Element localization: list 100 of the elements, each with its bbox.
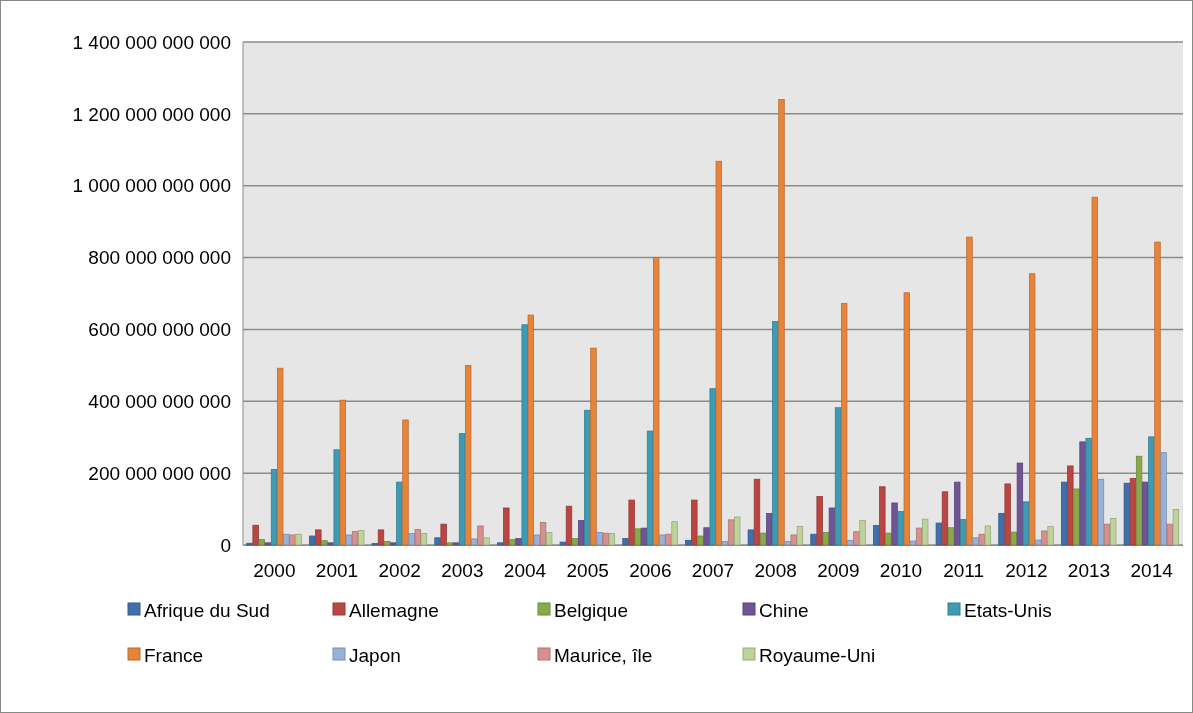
legend-label: Chine xyxy=(759,599,809,621)
bar xyxy=(465,364,472,546)
bar xyxy=(402,419,409,546)
bar xyxy=(578,520,585,546)
bar xyxy=(483,537,490,546)
bar xyxy=(834,407,842,546)
bar xyxy=(753,478,761,546)
bar xyxy=(327,542,334,546)
bar xyxy=(533,534,541,546)
bar xyxy=(634,528,641,546)
bar xyxy=(264,542,272,546)
bar xyxy=(527,314,534,546)
bar xyxy=(853,531,860,546)
legend-label: Etats-Unis xyxy=(964,599,1052,621)
x-tick-label: 2009 xyxy=(817,560,860,581)
bar xyxy=(972,537,979,546)
bar xyxy=(847,539,854,546)
bar xyxy=(1085,437,1092,546)
bar xyxy=(390,542,397,546)
bar xyxy=(521,324,528,546)
bar xyxy=(277,367,284,546)
bar xyxy=(1010,531,1017,546)
legend-label: Belgique xyxy=(554,599,628,621)
bar xyxy=(659,534,666,546)
bar xyxy=(565,505,573,546)
bar xyxy=(816,496,823,546)
bar xyxy=(721,541,729,546)
bar xyxy=(727,519,735,546)
bar xyxy=(321,540,328,546)
y-tick-label: 200 000 000 000 xyxy=(88,462,231,484)
bar xyxy=(458,433,466,546)
bar xyxy=(408,533,415,546)
bar xyxy=(885,532,892,546)
legend-label: Royaume-Uni xyxy=(759,644,876,666)
bar xyxy=(608,533,616,546)
bar xyxy=(697,535,704,546)
bar xyxy=(822,532,829,546)
bar xyxy=(715,160,722,546)
x-tick-label: 2003 xyxy=(441,560,484,581)
bar xyxy=(772,321,779,546)
bar xyxy=(790,534,797,546)
x-tick-label: 2000 xyxy=(253,560,296,581)
bar xyxy=(289,534,296,546)
bar xyxy=(1129,478,1137,546)
bar xyxy=(909,540,917,546)
bar xyxy=(515,538,522,546)
bar xyxy=(509,539,516,546)
bar xyxy=(295,533,302,546)
bar xyxy=(778,99,785,546)
bar xyxy=(333,449,340,546)
bar xyxy=(471,538,478,546)
bar xyxy=(559,541,567,546)
y-tick-label: 1 200 000 000 000 xyxy=(72,103,231,125)
bar xyxy=(653,257,660,546)
bar xyxy=(734,516,741,546)
legend-label: Japon xyxy=(349,644,401,666)
bar xyxy=(1041,530,1048,546)
bar xyxy=(978,533,985,546)
bar xyxy=(270,469,278,546)
bar xyxy=(960,519,967,546)
x-tick-label: 2001 xyxy=(315,560,359,581)
bar xyxy=(828,507,836,546)
bar xyxy=(1160,452,1167,546)
x-tick-label: 2004 xyxy=(503,560,547,581)
y-tick-label: 0 xyxy=(220,534,231,556)
bar xyxy=(414,529,421,546)
bar xyxy=(691,499,698,546)
bar xyxy=(477,525,484,546)
bar xyxy=(941,491,949,546)
bar xyxy=(671,521,678,546)
bar xyxy=(897,511,904,546)
x-tick-label: 2006 xyxy=(629,560,672,581)
x-tick-label: 2014 xyxy=(1130,560,1174,581)
bar xyxy=(784,541,791,546)
bar xyxy=(984,525,992,546)
bar xyxy=(345,534,353,546)
bar xyxy=(622,538,629,546)
bar xyxy=(1035,539,1042,546)
bar xyxy=(640,527,648,546)
x-tick-label: 2007 xyxy=(691,560,735,581)
legend-label: France xyxy=(144,644,204,666)
bar xyxy=(503,507,510,546)
x-tick-label: 2013 xyxy=(1067,560,1111,581)
bar xyxy=(1154,241,1161,546)
bar xyxy=(1135,455,1143,546)
bar xyxy=(497,542,504,546)
bar xyxy=(879,486,886,546)
x-tick-label: 2005 xyxy=(566,560,609,581)
bar xyxy=(759,532,767,546)
x-tick-label: 2011 xyxy=(943,560,985,581)
bar xyxy=(766,512,773,546)
bar xyxy=(1029,273,1036,546)
bar xyxy=(709,388,716,546)
bar xyxy=(440,523,447,546)
x-tick-label: 2010 xyxy=(879,560,923,581)
bar xyxy=(685,539,692,546)
bar xyxy=(1103,523,1111,546)
bar xyxy=(703,527,710,546)
bar xyxy=(1148,436,1155,546)
bar xyxy=(947,527,955,546)
